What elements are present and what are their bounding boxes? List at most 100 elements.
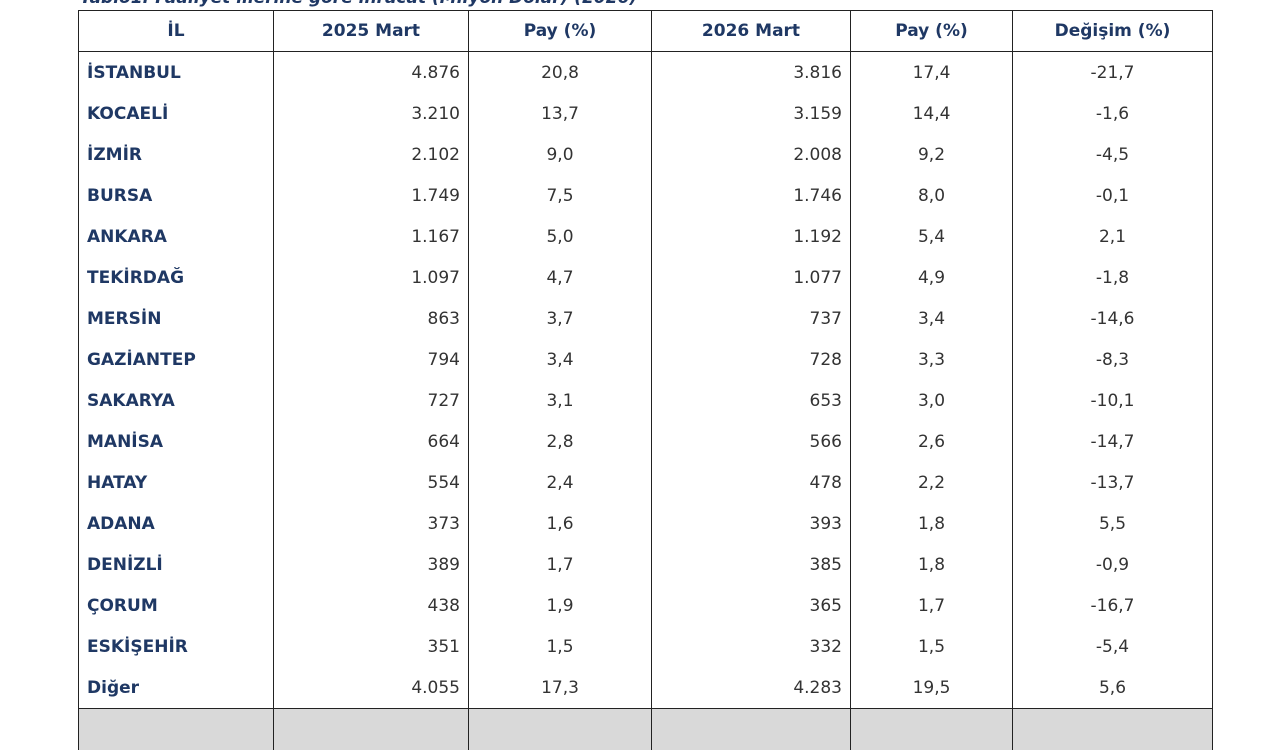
- cell: 1,9: [469, 585, 652, 626]
- cell: 19,5: [851, 667, 1013, 709]
- cell: -1,8: [1013, 257, 1213, 298]
- cell: 14,4: [851, 93, 1013, 134]
- cell: -0,1: [1013, 175, 1213, 216]
- cell: 1,8: [851, 544, 1013, 585]
- cell: 1,7: [851, 585, 1013, 626]
- cell: 3.816: [652, 52, 851, 94]
- province: ÇORUM: [79, 585, 274, 626]
- cell: 5,0: [469, 216, 652, 257]
- cell: 393: [652, 503, 851, 544]
- cell: 5,4: [851, 216, 1013, 257]
- cell: 3,0: [851, 380, 1013, 421]
- cell: 1,5: [851, 626, 1013, 667]
- cell: 727: [274, 380, 469, 421]
- cell: 1.097: [274, 257, 469, 298]
- cell: 373: [274, 503, 469, 544]
- cell: -10,1: [1013, 380, 1213, 421]
- cell: 566: [652, 421, 851, 462]
- cell: -16,7: [1013, 585, 1213, 626]
- cell: -21,7: [1013, 52, 1213, 94]
- cell: 3,4: [851, 298, 1013, 339]
- blank-cell: [79, 709, 274, 750]
- cell: 1,8: [851, 503, 1013, 544]
- cell: 13,7: [469, 93, 652, 134]
- cell: 1.746: [652, 175, 851, 216]
- cell: 2.102: [274, 134, 469, 175]
- province: İSTANBUL: [79, 52, 274, 94]
- cell: 2,1: [1013, 216, 1213, 257]
- blank-cell: [1013, 709, 1213, 750]
- blank-cell: [469, 709, 652, 750]
- cell: 365: [652, 585, 851, 626]
- cell: 3,3: [851, 339, 1013, 380]
- column-header: Değişim (%): [1013, 11, 1213, 52]
- cell: 2,6: [851, 421, 1013, 462]
- cell: -0,9: [1013, 544, 1213, 585]
- province: KOCAELİ: [79, 93, 274, 134]
- cell: 351: [274, 626, 469, 667]
- cell: 20,8: [469, 52, 652, 94]
- cell: 438: [274, 585, 469, 626]
- total-row: [79, 709, 1213, 750]
- cell: 7,5: [469, 175, 652, 216]
- cell: 2,2: [851, 462, 1013, 503]
- cell: 478: [652, 462, 851, 503]
- blank-cell: [652, 709, 851, 750]
- cell: 554: [274, 462, 469, 503]
- cell: 332: [652, 626, 851, 667]
- province: MANİSA: [79, 421, 274, 462]
- column-header: Pay (%): [469, 11, 652, 52]
- cell: 3,7: [469, 298, 652, 339]
- blank-cell: [274, 709, 469, 750]
- cell: -4,5: [1013, 134, 1213, 175]
- cell: 3.159: [652, 93, 851, 134]
- column-header: 2025 Mart: [274, 11, 469, 52]
- cell: 794: [274, 339, 469, 380]
- cell: 385: [652, 544, 851, 585]
- column-header: İL: [79, 11, 274, 52]
- cell: 4.055: [274, 667, 469, 709]
- cell: 728: [652, 339, 851, 380]
- province: DENİZLİ: [79, 544, 274, 585]
- cell: 2,8: [469, 421, 652, 462]
- cell: 8,0: [851, 175, 1013, 216]
- cell: 3,1: [469, 380, 652, 421]
- column-header: 2026 Mart: [652, 11, 851, 52]
- cell: -14,6: [1013, 298, 1213, 339]
- province: İZMİR: [79, 134, 274, 175]
- cell: 4.283: [652, 667, 851, 709]
- caption: Tablo1: Faaliyet illerine göre ihracat (…: [80, 0, 637, 8]
- cell: -13,7: [1013, 462, 1213, 503]
- cell: 17,4: [851, 52, 1013, 94]
- cell: 9,0: [469, 134, 652, 175]
- column-header: Pay (%): [851, 11, 1013, 52]
- cell: 1.192: [652, 216, 851, 257]
- province: ESKİŞEHİR: [79, 626, 274, 667]
- province: BURSA: [79, 175, 274, 216]
- cell: 4,7: [469, 257, 652, 298]
- province: Diğer: [79, 667, 274, 709]
- province: GAZİANTEP: [79, 339, 274, 380]
- cell: 1.167: [274, 216, 469, 257]
- cell: -1,6: [1013, 93, 1213, 134]
- cell: 1.749: [274, 175, 469, 216]
- cell: -14,7: [1013, 421, 1213, 462]
- cell: 1,7: [469, 544, 652, 585]
- page: Tablo1: Faaliyet illerine göre ihracat (…: [0, 0, 1280, 720]
- cell: 3,4: [469, 339, 652, 380]
- cell: 737: [652, 298, 851, 339]
